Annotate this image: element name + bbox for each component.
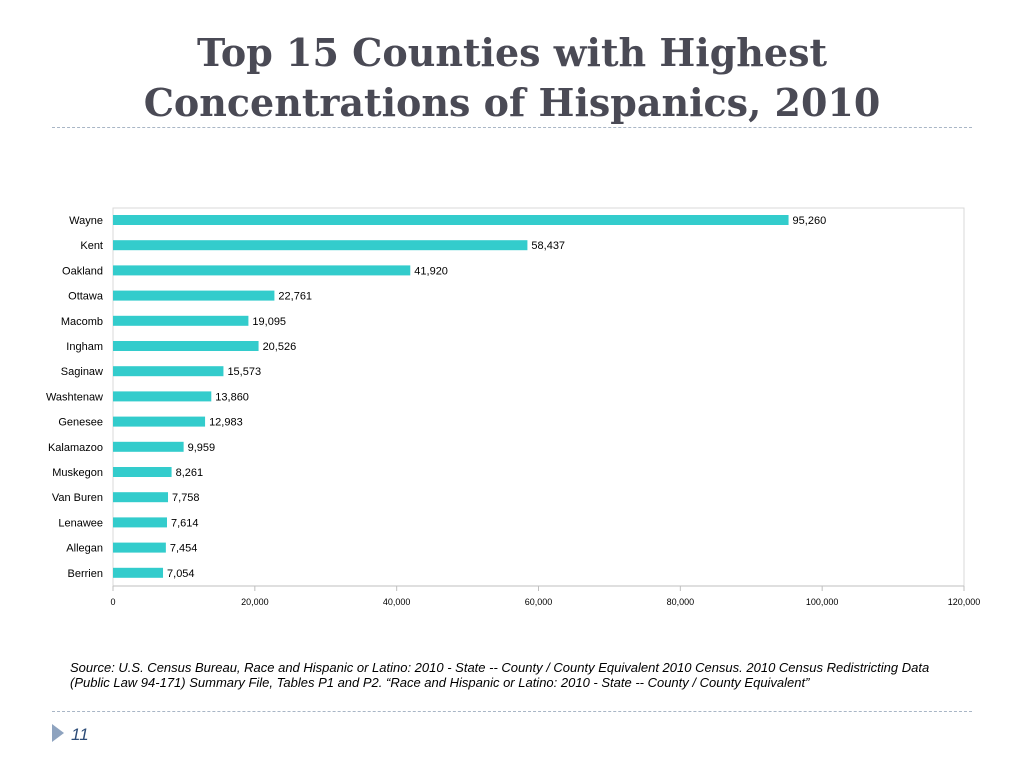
footer-divider [52,711,972,712]
bar [113,567,164,578]
category-label: Genesee [58,417,103,429]
bar [113,341,259,351]
x-tick-label: 100,000 [806,597,839,607]
category-label: Muskegon [52,467,103,479]
title-divider [52,127,972,128]
bar [113,441,184,452]
bar [113,265,411,276]
x-tick-label: 120,000 [948,597,981,607]
category-label: Kent [80,240,103,252]
slide-title-line-1: Top 15 Counties with Highest [196,30,828,75]
category-label: Macomb [61,316,103,328]
bar [113,290,275,301]
data-label: 7,454 [170,543,198,555]
category-label: Kalamazoo [48,442,103,454]
bar [113,215,789,225]
data-label: 7,054 [167,568,195,580]
x-axis: 0 20,000 40,000 60,000 80,000 100,000 120,000 [110,585,981,607]
category-label: Ottawa [68,291,104,303]
data-label: 13,860 [215,391,249,403]
bar [113,467,172,477]
x-tick-label: 60,000 [525,597,553,607]
bar [113,492,169,503]
bar [113,315,249,326]
slide-title-line-2: Concentrations of Hispanics, 2010 [143,80,881,125]
data-label: 12,983 [209,417,243,429]
data-label: 95,260 [793,215,827,227]
x-tick-label: 80,000 [667,597,695,607]
category-label: Lenawee [58,517,103,529]
category-label: Ingham [66,341,103,353]
category-label: Wayne [69,215,103,227]
bar [113,416,206,427]
bars-layer: Wayne 95,260 Kent 58,437 Oakland 41,920 Ottawa… [46,215,826,580]
data-label: 15,573 [227,366,261,378]
source-note: Source: U.S. Census Bureau, Race and His… [70,660,930,690]
triangle-bullet-icon [52,724,64,742]
data-label: 58,437 [531,240,565,252]
page-number: 11 [71,725,89,744]
bar [113,391,212,402]
category-label: Berrien [68,568,103,580]
data-label: 41,920 [414,265,448,277]
x-tick-label: 20,000 [241,597,269,607]
slide-title: Top 15 Counties with Highest Concentrati… [0,28,1024,128]
category-label: Washtenaw [46,391,103,403]
category-label: Van Buren [52,492,103,504]
data-label: 8,261 [176,467,204,479]
data-label: 7,758 [172,492,200,504]
x-tick-label: 40,000 [383,597,411,607]
bar [113,240,528,251]
bar [113,517,167,528]
category-label: Allegan [66,543,103,555]
x-tick-label: 0 [110,597,115,607]
bar-chart: Wayne 95,260 Kent 58,437 Oakland 41,920 Ottawa… [46,207,981,607]
category-label: Saginaw [61,366,103,378]
data-label: 9,959 [188,442,216,454]
bar [113,366,224,377]
data-label: 7,614 [171,517,199,529]
data-label: 20,526 [263,341,297,353]
category-label: Oakland [62,265,103,277]
bar [113,542,166,553]
data-label: 19,095 [252,316,286,328]
data-label: 22,761 [278,291,312,303]
